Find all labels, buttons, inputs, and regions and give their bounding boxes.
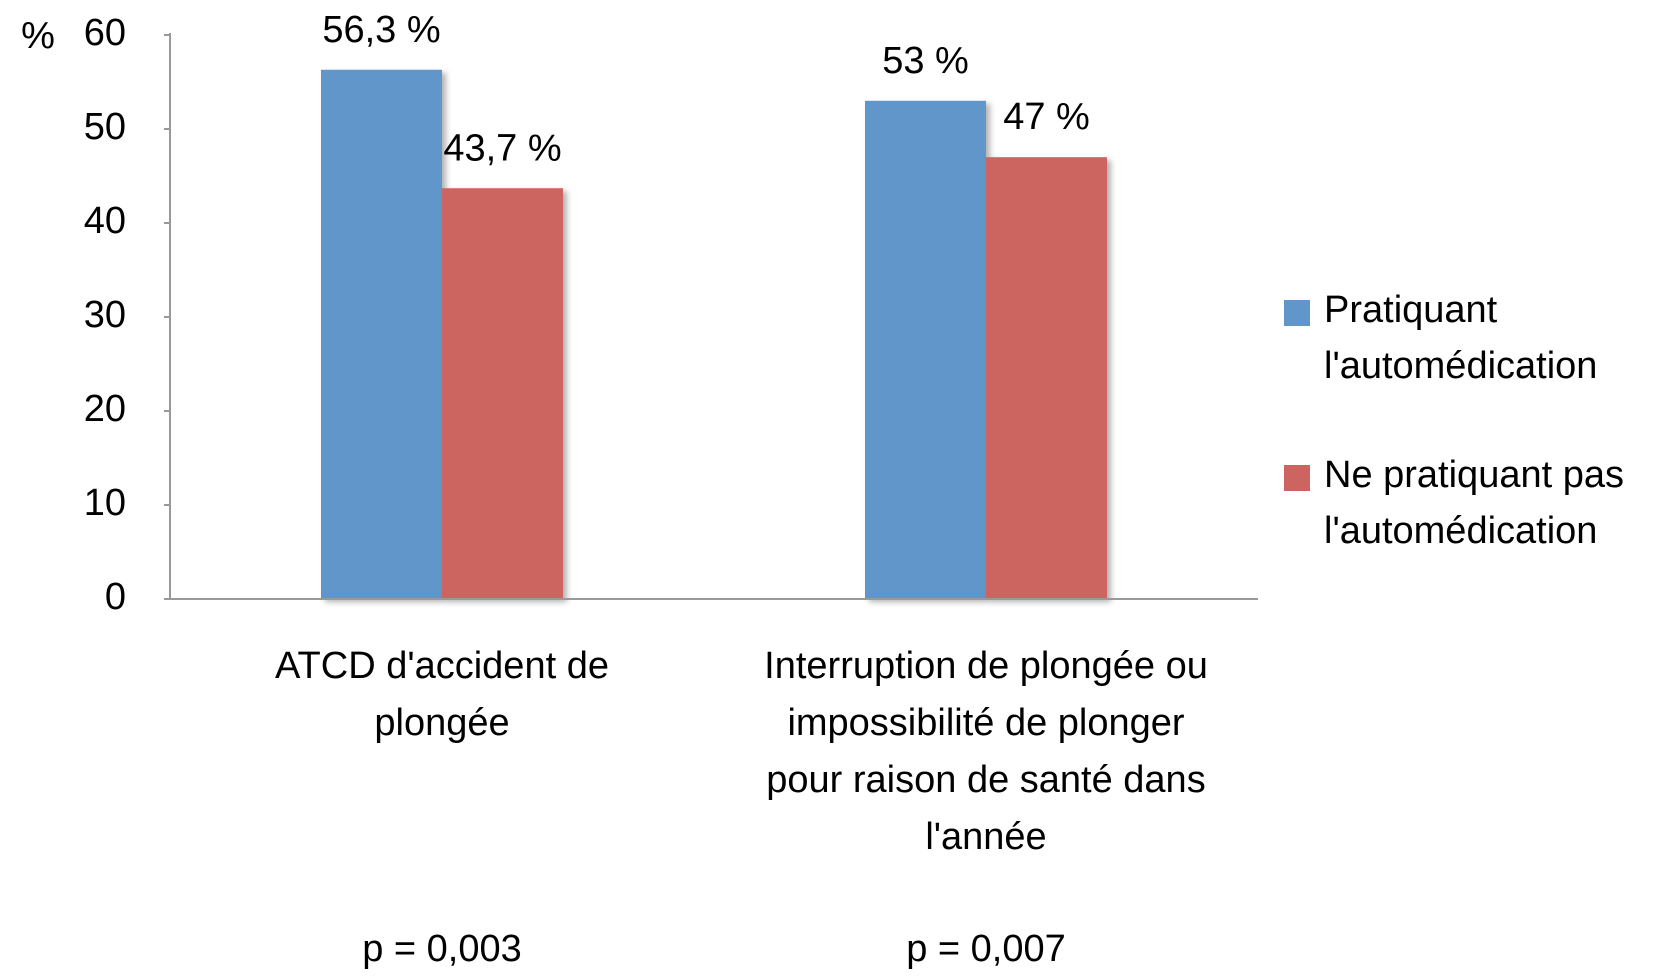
- x-tick-label: ATCD d'accident de: [275, 645, 609, 687]
- bar: [442, 188, 563, 599]
- x-tick-label: plongée: [374, 702, 509, 744]
- y-tick-label: 0: [105, 576, 126, 618]
- legend-swatch: [1284, 465, 1310, 491]
- y-axis-label: %: [21, 15, 55, 57]
- y-tick-label: 30: [84, 294, 126, 336]
- value-label: 53 %: [882, 40, 969, 82]
- y-tick-label: 60: [84, 12, 126, 54]
- x-tick-label: l'année: [925, 816, 1046, 858]
- bar: [986, 157, 1107, 599]
- y-tick-label: 10: [84, 482, 126, 524]
- y-tick-label: 50: [84, 106, 126, 148]
- value-label: 56,3 %: [322, 9, 440, 51]
- x-tick-label: impossibilité de plonger: [787, 702, 1184, 744]
- annotation: p = 0,007: [906, 928, 1066, 970]
- legend-item: Pratiquant l'automédication: [1284, 289, 1664, 394]
- legend-label: Ne pratiquant pas l'automédication: [1324, 454, 1624, 552]
- x-tick-label: Interruption de plongée ou: [764, 645, 1208, 687]
- legend-swatch: [1284, 300, 1310, 326]
- legend-label: Pratiquant l'automédication: [1324, 289, 1598, 387]
- bar: [321, 69, 442, 599]
- legend-item: Ne pratiquant pas l'automédication: [1284, 454, 1664, 559]
- y-tick-label: 20: [84, 388, 126, 430]
- x-tick-label: pour raison de santé dans: [766, 759, 1205, 801]
- annotation: p = 0,003: [362, 928, 522, 970]
- y-tick-label: 40: [84, 200, 126, 242]
- value-label: 43,7 %: [443, 127, 561, 169]
- bar: [865, 100, 986, 600]
- value-label: 47 %: [1003, 96, 1090, 138]
